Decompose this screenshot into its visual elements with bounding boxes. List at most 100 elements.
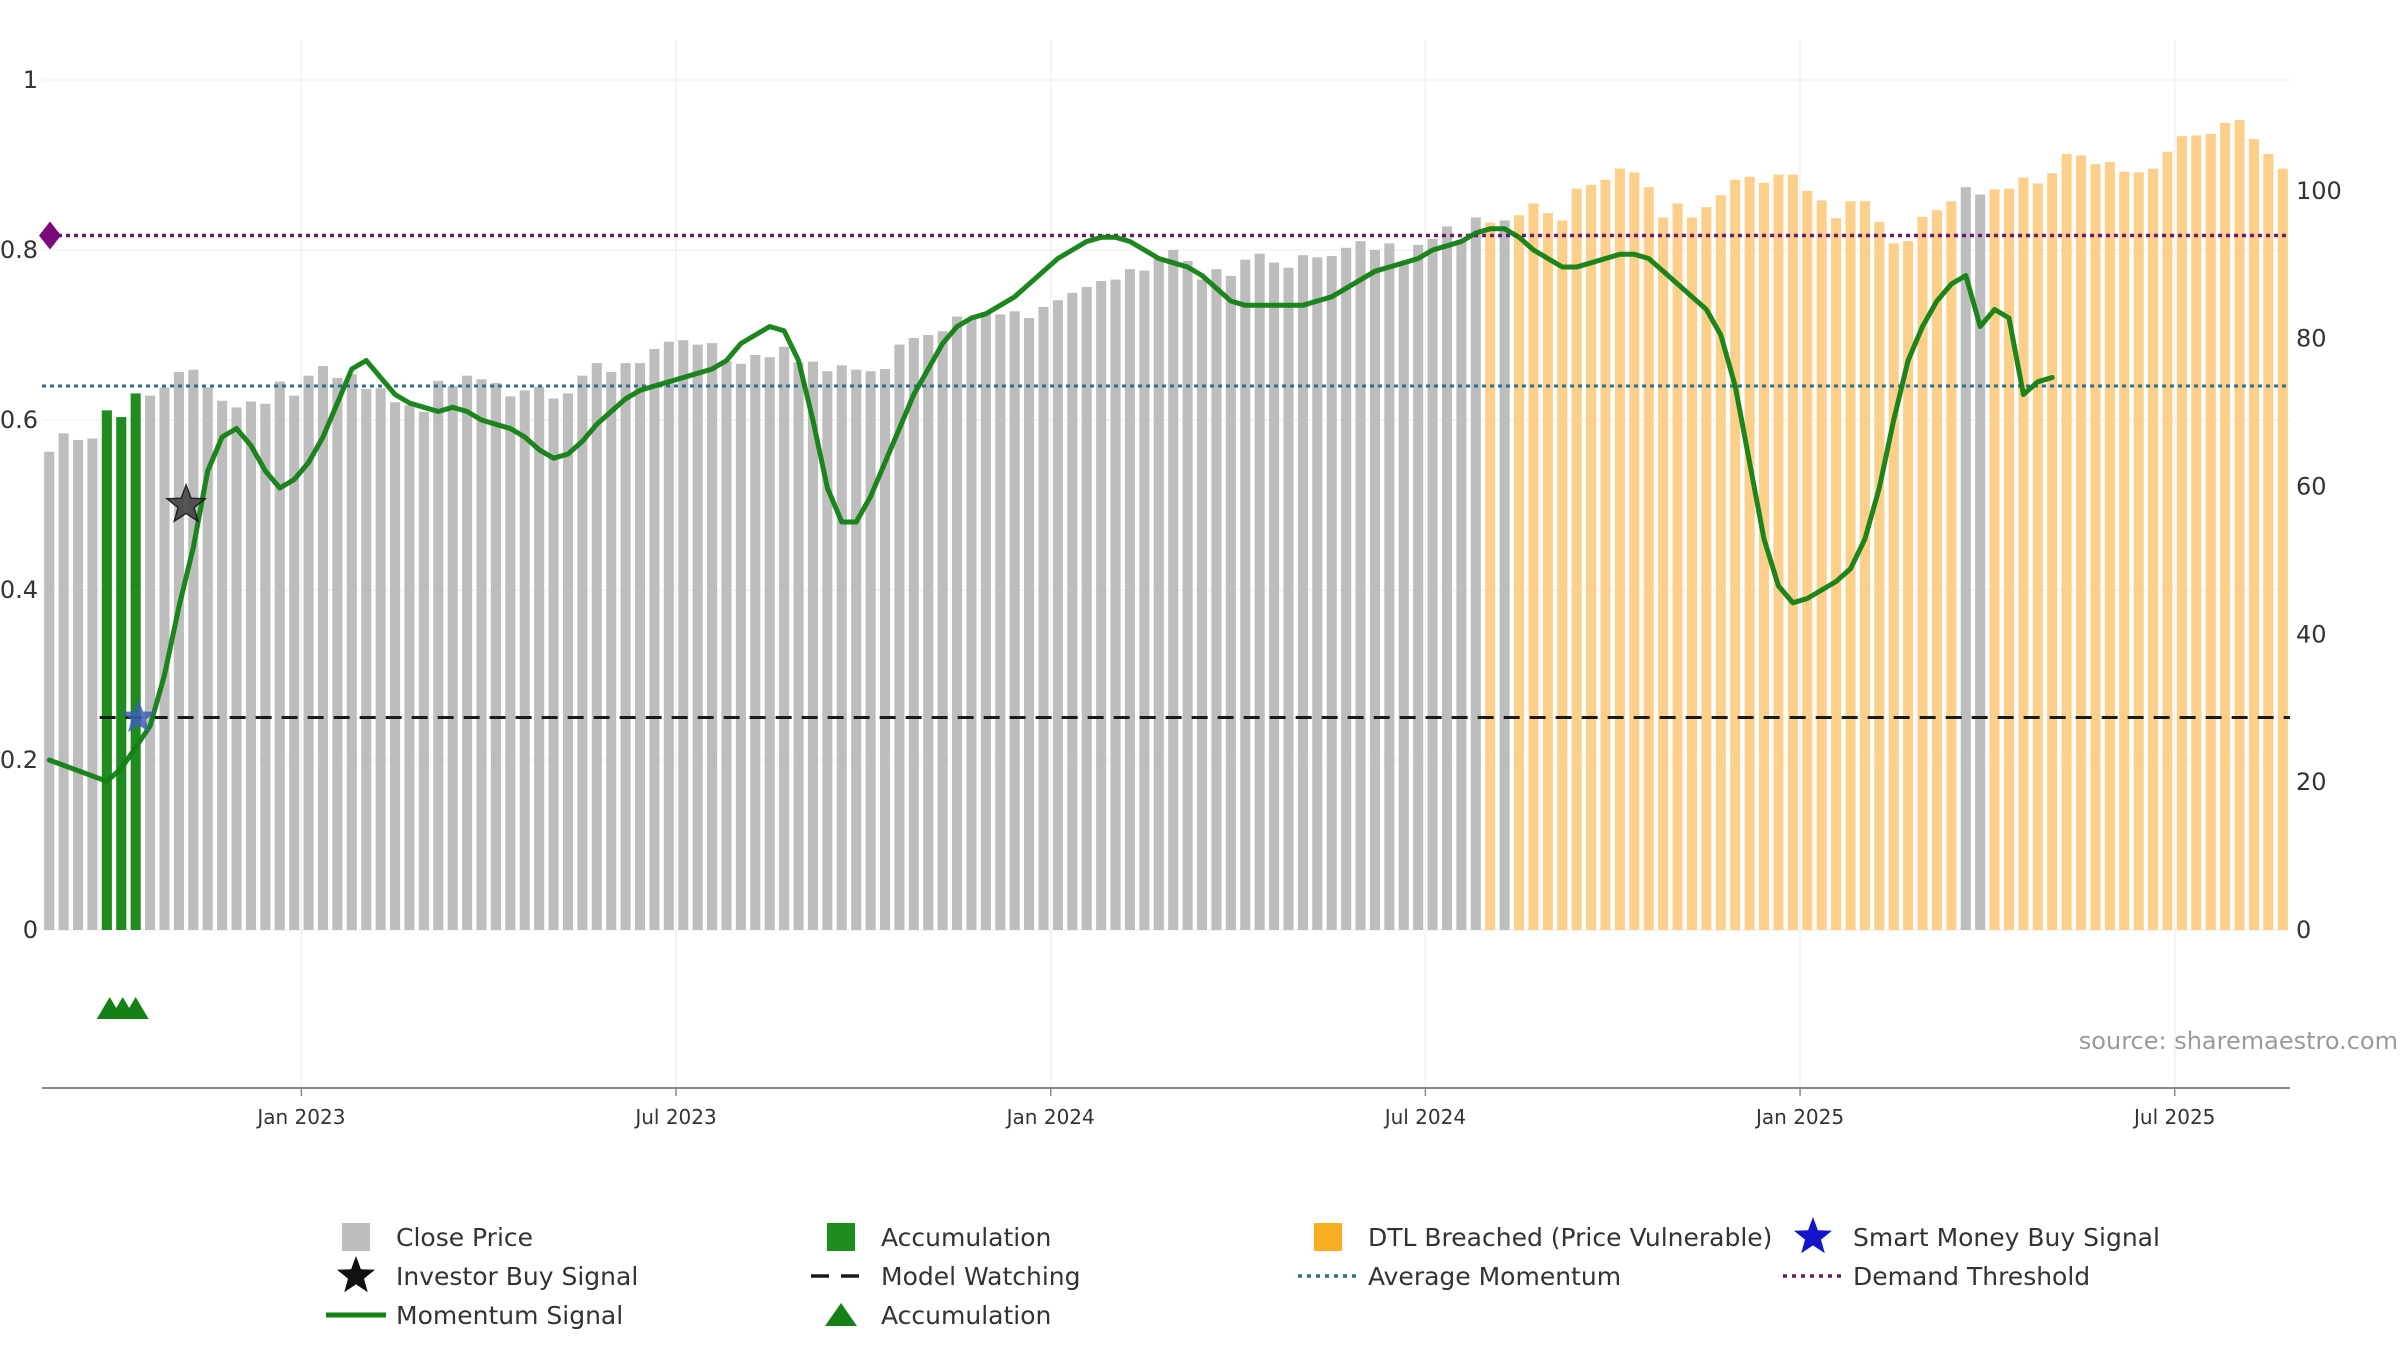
dtl-breached-bar [2220, 122, 2231, 930]
close-price-bar [1139, 270, 1150, 930]
legend-item: Accumulation [827, 1223, 1051, 1252]
dtl-breached-bar [1586, 184, 1597, 930]
close-price-bar [1096, 281, 1107, 931]
left-axis-tick-label: 0.6 [0, 406, 38, 434]
legend-label: Demand Threshold [1853, 1262, 2090, 1291]
close-price-bar [332, 377, 343, 930]
close-price-bar [1110, 279, 1121, 931]
dtl-breached-bar [1600, 179, 1611, 931]
close-price-bar [937, 331, 948, 931]
close-price-bar [692, 344, 703, 930]
dtl-breached-bar [1831, 218, 1842, 930]
close-price-bar [58, 433, 69, 930]
legend-item: Smart Money Buy Signal [1794, 1217, 2160, 1254]
close-price-bar [490, 383, 501, 931]
close-price-bar [346, 374, 357, 930]
close-price-bar [188, 369, 199, 930]
close-price-bar [952, 316, 963, 930]
close-price-bar [865, 371, 876, 930]
close-price-bar [1240, 259, 1251, 930]
dtl-breached-bar [2076, 155, 2087, 931]
axis-layer: 0 0.2 0.4 0.6 0.8 1 0 20 40 60 80 100 Jan 2023 Jul 20… [0, 66, 2342, 1129]
accumulation-bar [116, 417, 127, 931]
dtl-breached-bar [1514, 215, 1525, 930]
x-axis-tick-label: Jul 2025 [2132, 1105, 2215, 1129]
dtl-breached-bar [2205, 133, 2216, 930]
investor-buy-signal-marker [165, 482, 208, 523]
legend-item: Average Momentum [1298, 1262, 1621, 1291]
close-price-bar [1413, 244, 1424, 931]
x-axis-tick-label: Jul 2024 [1383, 1105, 1466, 1129]
close-price-bar [995, 314, 1006, 931]
dtl-breached-bar [2263, 153, 2274, 931]
close-price-bar [1225, 275, 1236, 930]
close-price-bar [548, 398, 559, 931]
close-price-bar [894, 344, 905, 930]
close-price-bar [1297, 255, 1308, 930]
dtl-breached-bar [1758, 182, 1770, 930]
close-price-bar [1153, 257, 1164, 930]
dtl-breached-bar [1859, 201, 1870, 930]
close-price-bar [1960, 187, 1971, 930]
close-price-bar [361, 388, 372, 930]
dtl-breached-bar [2148, 168, 2159, 930]
legend-label: Smart Money Buy Signal [1853, 1223, 2160, 1252]
dtl-breached-bar [2003, 188, 2015, 931]
close-price-bar [534, 386, 545, 930]
close-price-bar [577, 375, 588, 930]
dtl-breached-bar [1701, 207, 1712, 930]
dtl-breached-bar [1672, 203, 1683, 930]
close-price-bar [462, 375, 473, 930]
dtl-breached-bar [2176, 136, 2187, 930]
close-price-bar [1341, 247, 1352, 931]
close-price-bar [1499, 220, 1510, 930]
legend-label: Momentum Signal [396, 1301, 623, 1330]
legend-label: Accumulation [881, 1223, 1051, 1252]
dtl-breached-bar [2277, 168, 2288, 930]
legend-label: DTL Breached (Price Vulnerable) [1368, 1223, 1772, 1252]
close-price-bar [721, 360, 732, 930]
legend-swatch-accumulation [827, 1223, 855, 1251]
close-price-bar [173, 371, 184, 930]
dtl-breached-bar [1773, 174, 1784, 930]
dtl-breached-bar [2018, 177, 2029, 931]
close-price-bar [1024, 318, 1035, 930]
left-axis-tick-label: 0.2 [0, 746, 38, 774]
right-axis-tick-label: 0 [2296, 916, 2311, 944]
left-axis-tick-label: 0.4 [0, 576, 38, 604]
close-price-bar [1081, 286, 1092, 930]
marker-layer [39, 221, 208, 1019]
dtl-breached-bar [2162, 151, 2173, 930]
close-price-bar [966, 318, 977, 930]
dtl-breached-bar [2047, 173, 2058, 930]
x-axis-tick-label: Jan 2024 [1005, 1105, 1095, 1129]
dtl-breached-bar [1744, 176, 1755, 931]
close-price-bar [620, 363, 631, 931]
left-axis-tick-label: 0.8 [0, 236, 38, 264]
close-price-bar [678, 340, 689, 930]
dtl-breached-bar [1931, 210, 1942, 930]
grid-layer [42, 40, 2290, 1088]
close-price-bar [591, 363, 602, 931]
dtl-breached-bar [2191, 135, 2202, 930]
close-price-bar [707, 343, 718, 930]
close-price-bar [231, 407, 242, 930]
dtl-breached-bar [2061, 153, 2072, 931]
close-price-bar [1052, 300, 1063, 930]
close-price-bar [303, 375, 314, 930]
dtl-breached-bar [1917, 216, 1928, 930]
right-axis-tick-label: 60 [2296, 473, 2327, 501]
legend-item: Model Watching [811, 1262, 1081, 1291]
close-price-bar [1441, 226, 1453, 930]
close-price-bar [1067, 292, 1078, 930]
x-axis-tick-label: Jan 2023 [255, 1105, 345, 1129]
right-axis-tick-label: 40 [2296, 620, 2327, 648]
close-price-bar [1384, 243, 1395, 930]
close-price-bar [1470, 217, 1481, 930]
demand-threshold-marker [39, 221, 61, 250]
close-price-bar [1196, 279, 1208, 931]
right-axis-tick-label: 100 [2296, 177, 2342, 205]
dtl-breached-bar [1816, 200, 1827, 930]
right-axis-tick-label: 80 [2296, 325, 2327, 353]
